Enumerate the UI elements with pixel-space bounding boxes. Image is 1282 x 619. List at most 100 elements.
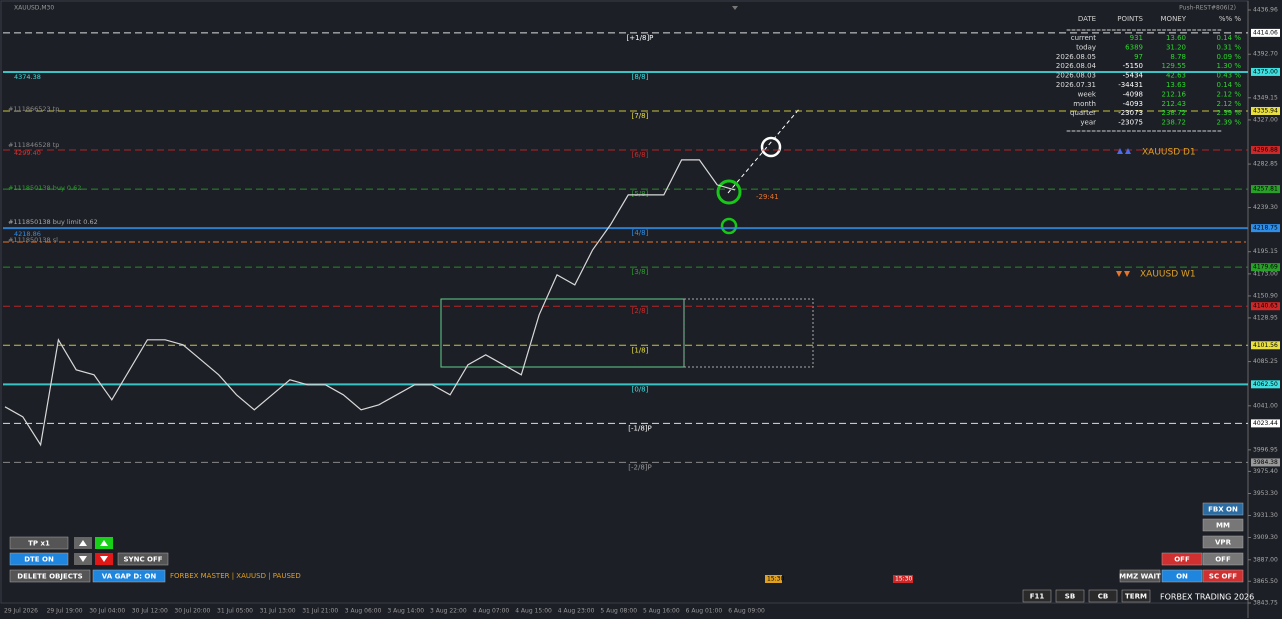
button[interactable] (1202, 552, 1244, 566)
time-label: 31 Jul 21:00 (302, 608, 338, 615)
button[interactable] (92, 569, 166, 583)
button[interactable] (1161, 569, 1203, 583)
order-label: #111846528 tp (8, 141, 59, 149)
button[interactable] (1202, 569, 1244, 583)
stats-cell: 6389 (1125, 43, 1143, 51)
time-label: 3 Aug 06:00 (345, 608, 382, 615)
arrow-icon[interactable] (100, 556, 108, 562)
level-label: [5/8] (632, 190, 649, 198)
axis-tick-label: 3996.95 (1253, 446, 1278, 453)
button-label[interactable]: OFF (1215, 556, 1231, 564)
time-marker (893, 575, 913, 583)
button-label[interactable]: F11 (1030, 593, 1045, 601)
button[interactable] (1202, 518, 1244, 532)
level-label: [3/8] (632, 268, 649, 276)
arrow-icon[interactable] (100, 540, 108, 546)
stats-cell: quarter (1070, 109, 1096, 117)
button-label[interactable]: MMZ WAIT (1119, 573, 1161, 581)
time-marker-label: 15:30 (895, 576, 912, 583)
stats-cell: -4098 (1123, 90, 1143, 98)
level-label: [7/8] (632, 112, 649, 120)
button[interactable] (1202, 535, 1244, 549)
button-label[interactable]: FBX ON (1208, 506, 1238, 514)
stats-cell: week (1078, 90, 1097, 98)
d1-marker (1117, 148, 1123, 154)
stats-cell: 212.43 (1162, 100, 1187, 108)
stats-header: POINTS (1117, 15, 1143, 23)
stats-cell: 2026.08.03 (1056, 72, 1096, 80)
button[interactable] (9, 552, 69, 566)
level-price-box (1251, 458, 1280, 467)
time-label: 5 Aug 08:00 (600, 608, 637, 615)
zone-projection (683, 298, 814, 368)
stats-cell: 931 (1130, 34, 1143, 42)
button-label[interactable]: TERM (1125, 593, 1147, 601)
button-label[interactable]: SB (1065, 593, 1075, 601)
stats-cell: 2.39 % (1217, 109, 1242, 117)
stats-cell: 0.43 % (1217, 72, 1242, 80)
stats-cell: 0.14 % (1217, 34, 1242, 42)
button[interactable] (1022, 589, 1052, 603)
time-label: 30 Jul 12:00 (132, 608, 168, 615)
stats-header: DATE (1078, 15, 1096, 23)
button[interactable] (1119, 569, 1161, 583)
stats-cell: year (1080, 119, 1096, 127)
button[interactable] (9, 536, 69, 550)
button[interactable] (1055, 589, 1085, 603)
button-label[interactable]: SC OFF (1209, 573, 1237, 581)
level-price: 4218.75 (1253, 225, 1278, 232)
button[interactable] (1202, 502, 1244, 516)
stats-cell: 212.16 (1162, 90, 1187, 98)
button-label[interactable]: DELETE OBJECTS (17, 573, 82, 581)
level-price: 4101.56 (1253, 342, 1278, 349)
axis-tick-label: 3843.75 (1253, 600, 1278, 607)
axis-tick-label: 4282.85 (1253, 161, 1278, 168)
button[interactable] (117, 552, 169, 566)
time-label: 31 Jul 13:00 (260, 608, 296, 615)
button-label[interactable]: OFF (1174, 556, 1190, 564)
button[interactable] (1121, 589, 1151, 603)
button-label[interactable]: MM (1216, 522, 1230, 530)
button[interactable] (1088, 589, 1118, 603)
w1-marker (1124, 271, 1130, 277)
button-label[interactable]: VPR (1215, 539, 1232, 547)
level-price: 4179.69 (1253, 264, 1278, 271)
button-label[interactable]: TP x1 (28, 540, 50, 548)
button-label[interactable]: VA GAP D: ON (102, 573, 157, 581)
level-label: [-1/8]P (628, 424, 651, 432)
button-label[interactable]: DTE ON (24, 556, 54, 564)
axis-tick-label: 4349.15 (1253, 94, 1278, 101)
arrow-icon[interactable] (79, 540, 87, 546)
axis-tick-label: 4128.95 (1253, 314, 1278, 321)
time-label: 3 Aug 14:00 (387, 608, 424, 615)
level-label: [2/8] (632, 307, 649, 315)
stats-cell: 2.39 % (1217, 119, 1242, 127)
order-label: 4299.40 (14, 149, 41, 157)
arrow-icon[interactable] (79, 556, 87, 562)
button[interactable] (9, 569, 91, 583)
stats-cell: today (1076, 43, 1096, 51)
axis-tick-label: 4085.25 (1253, 358, 1278, 365)
connection-status: Push-REST#806(2) (1179, 5, 1236, 12)
stats-cell: -23075 (1118, 119, 1143, 127)
time-marker-label: 15:30 (767, 576, 784, 583)
button-label[interactable]: SYNC OFF (123, 556, 162, 564)
axis-tick-label: 4239.30 (1253, 204, 1278, 211)
stats-cell: -5150 (1123, 62, 1143, 70)
stats-cell: 97 (1134, 53, 1143, 61)
stats-cell: 31.20 (1166, 43, 1186, 51)
stats-cell: 129.55 (1162, 62, 1187, 70)
order-label: #111866523 tp (8, 105, 59, 113)
level-label: [1/8] (632, 346, 649, 354)
projection-arrow (727, 107, 801, 194)
order-label: #111850138 sl (8, 236, 58, 244)
button[interactable] (1161, 552, 1203, 566)
price-line (4, 159, 736, 447)
button-label[interactable]: ON (1176, 573, 1188, 581)
level-price-box (1251, 302, 1280, 311)
stats-cell: 13.60 (1166, 34, 1186, 42)
level-price-box (1251, 28, 1280, 37)
button-label[interactable]: CB (1098, 593, 1108, 601)
time-label: 6 Aug 09:00 (728, 608, 765, 615)
